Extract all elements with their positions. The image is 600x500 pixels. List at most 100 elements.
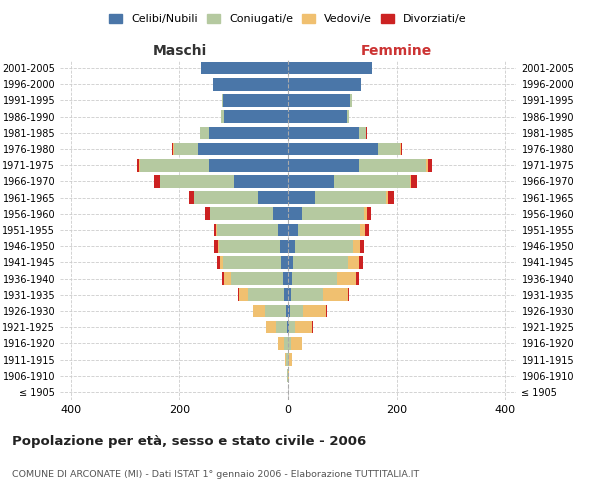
- Bar: [209, 126, 288, 139]
- Legend: Celibi/Nubili, Coniugati/e, Vedovi/e, Divorziati/e: Celibi/Nubili, Coniugati/e, Vedovi/e, Di…: [106, 10, 470, 28]
- Bar: [201, 62, 288, 74]
- Bar: [223, 94, 288, 107]
- Bar: [302, 208, 364, 220]
- Bar: [298, 224, 360, 236]
- Bar: [224, 110, 288, 123]
- Text: Maschi: Maschi: [152, 44, 206, 58]
- Bar: [288, 62, 372, 74]
- Bar: [283, 272, 288, 285]
- Bar: [323, 288, 348, 301]
- Bar: [359, 126, 366, 139]
- Bar: [367, 208, 371, 220]
- Bar: [288, 272, 292, 285]
- Bar: [288, 78, 361, 90]
- Bar: [334, 175, 410, 188]
- Bar: [288, 192, 315, 204]
- Bar: [288, 256, 293, 268]
- Bar: [276, 321, 287, 334]
- Bar: [365, 224, 369, 236]
- Bar: [221, 110, 224, 123]
- Bar: [303, 304, 326, 318]
- Bar: [288, 224, 298, 236]
- Bar: [291, 337, 302, 349]
- Text: COMUNE DI ARCONATE (MI) - Dati ISTAT 1° gennaio 2006 - Elaborazione TUTTITALIA.I: COMUNE DI ARCONATE (MI) - Dati ISTAT 1° …: [12, 470, 419, 479]
- Bar: [293, 256, 348, 268]
- Bar: [364, 208, 367, 220]
- Bar: [288, 208, 302, 220]
- Bar: [401, 142, 402, 156]
- Bar: [284, 288, 288, 301]
- Text: Femmine: Femmine: [361, 44, 432, 58]
- Bar: [347, 110, 349, 123]
- Bar: [172, 142, 173, 156]
- Bar: [217, 256, 220, 268]
- Bar: [140, 159, 209, 172]
- Bar: [288, 288, 291, 301]
- Bar: [220, 256, 223, 268]
- Bar: [428, 159, 432, 172]
- Bar: [288, 94, 350, 107]
- Bar: [288, 337, 291, 349]
- Bar: [288, 240, 295, 252]
- Bar: [288, 159, 359, 172]
- Bar: [284, 337, 288, 349]
- Bar: [189, 192, 194, 204]
- Bar: [211, 208, 273, 220]
- Bar: [219, 240, 280, 252]
- Bar: [359, 159, 427, 172]
- Bar: [137, 159, 139, 172]
- Bar: [278, 337, 284, 349]
- Bar: [273, 208, 288, 220]
- Bar: [280, 240, 288, 252]
- Bar: [223, 256, 281, 268]
- Bar: [205, 208, 210, 220]
- Bar: [239, 288, 248, 301]
- Bar: [238, 288, 239, 301]
- Bar: [359, 256, 363, 268]
- Bar: [295, 321, 313, 334]
- Bar: [222, 272, 224, 285]
- Bar: [218, 240, 219, 252]
- Bar: [348, 256, 359, 268]
- Bar: [209, 159, 288, 172]
- Bar: [290, 304, 303, 318]
- Bar: [360, 224, 365, 236]
- Bar: [258, 192, 288, 204]
- Bar: [288, 142, 377, 156]
- Bar: [199, 142, 288, 156]
- Bar: [411, 175, 416, 188]
- Bar: [214, 224, 217, 236]
- Bar: [200, 126, 209, 139]
- Bar: [288, 353, 289, 366]
- Bar: [315, 192, 386, 204]
- Bar: [194, 192, 258, 204]
- Bar: [348, 288, 349, 301]
- Bar: [288, 126, 359, 139]
- Bar: [217, 224, 278, 236]
- Bar: [353, 240, 359, 252]
- Bar: [410, 175, 411, 188]
- Bar: [248, 288, 284, 301]
- Bar: [292, 272, 337, 285]
- Bar: [224, 272, 231, 285]
- Bar: [253, 304, 265, 318]
- Bar: [231, 272, 283, 285]
- Bar: [356, 272, 359, 285]
- Bar: [174, 142, 199, 156]
- Bar: [222, 94, 223, 107]
- Bar: [427, 159, 428, 172]
- Bar: [281, 256, 288, 268]
- Bar: [377, 142, 400, 156]
- Bar: [213, 78, 288, 90]
- Bar: [359, 240, 364, 252]
- Bar: [286, 304, 288, 318]
- Bar: [285, 353, 286, 366]
- Text: Popolazione per età, sesso e stato civile - 2006: Popolazione per età, sesso e stato civil…: [12, 435, 366, 448]
- Bar: [265, 304, 286, 318]
- Bar: [291, 288, 323, 301]
- Bar: [234, 175, 288, 188]
- Bar: [160, 175, 234, 188]
- Bar: [286, 353, 288, 366]
- Bar: [289, 321, 295, 334]
- Bar: [214, 240, 218, 252]
